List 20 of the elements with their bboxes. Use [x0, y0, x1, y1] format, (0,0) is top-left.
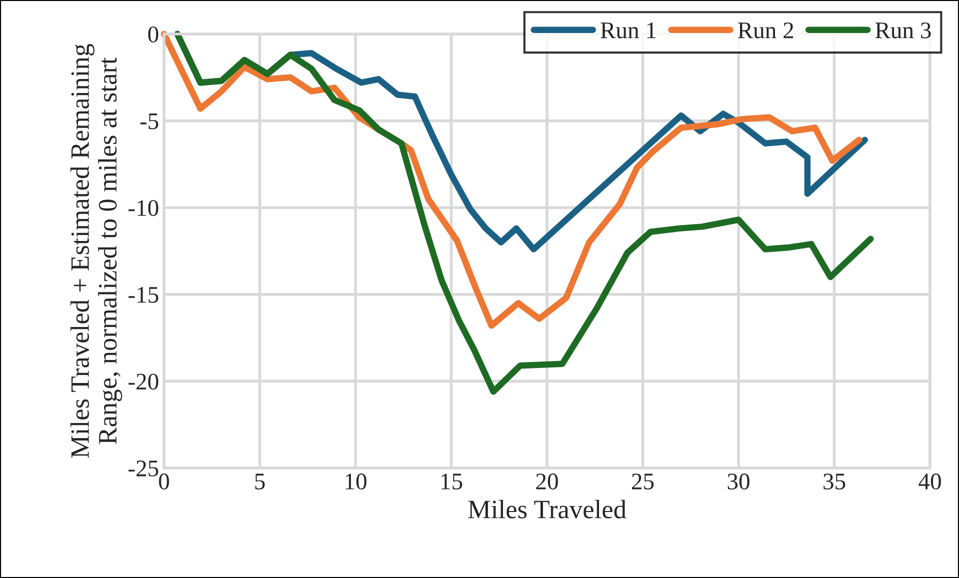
legend-label: Run 2	[738, 22, 794, 38]
y-tick-label: -10	[128, 200, 158, 216]
x-tick-label: 40	[918, 474, 941, 490]
x-tick-label: 0	[158, 474, 170, 490]
x-tick-label: 30	[728, 474, 750, 490]
x-tick-label: 10	[346, 474, 366, 490]
x-tick-label: 20	[536, 474, 558, 490]
x-axis-title: Miles Traveled	[468, 500, 626, 518]
legend-label: Run 1	[600, 22, 656, 38]
y-tick-label: -20	[128, 374, 158, 390]
y-tick-label: 0	[148, 26, 158, 42]
x-tick-label: 35	[824, 474, 846, 490]
x-tick-label: 25	[632, 474, 654, 490]
x-tick-label: 5	[255, 474, 265, 490]
y-tick-label: -25	[128, 460, 158, 476]
y-tick-label: -15	[128, 287, 158, 303]
y-tick-label: -5	[140, 114, 158, 130]
x-tick-label: 15	[442, 474, 462, 490]
legend-label: Run 3	[875, 22, 931, 38]
y-axis-title: Miles Traveled + Estimated Remaining Range, normalized to 0 miles at start	[70, 44, 122, 458]
